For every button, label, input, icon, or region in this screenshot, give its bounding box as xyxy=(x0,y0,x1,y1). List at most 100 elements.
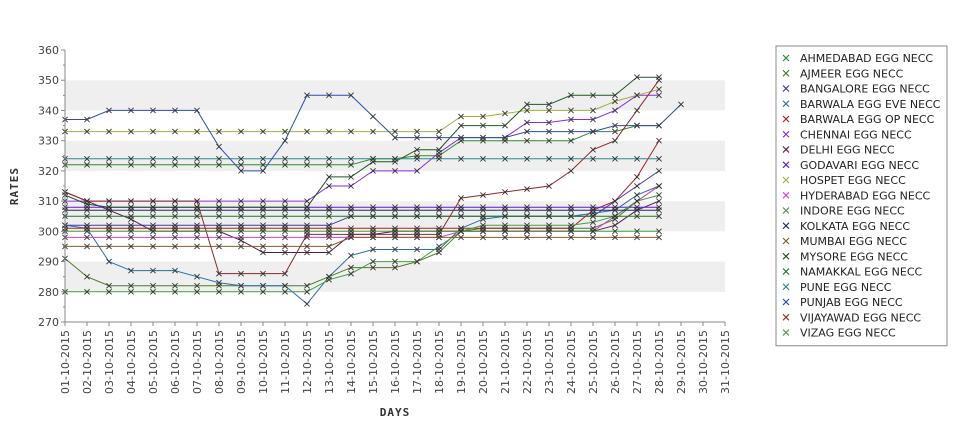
data-point-barwala-egg-eve-necc xyxy=(194,273,200,280)
legend-label: INDORE EGG NECC xyxy=(800,205,905,218)
data-point-mumbai-egg-necc xyxy=(656,234,662,241)
data-point-chennai-egg-necc xyxy=(392,167,398,174)
data-point-pune-egg-necc xyxy=(436,155,442,162)
data-point-hospet-egg-necc xyxy=(634,92,640,99)
data-point-kolkata-egg-necc xyxy=(392,207,398,214)
data-point-namakkal-egg-necc xyxy=(238,213,244,220)
data-point-ajmeer-egg-necc xyxy=(194,282,200,289)
data-point-ajmeer-egg-necc xyxy=(84,273,90,280)
data-point-punjab-egg-necc xyxy=(590,128,596,135)
legend-marker xyxy=(782,85,790,92)
data-point-mysore-egg-necc xyxy=(414,146,420,153)
data-point-pune-egg-necc xyxy=(304,155,310,162)
y-tick-label: 350 xyxy=(38,74,59,87)
x-tick-label: 10-10-2015 xyxy=(257,330,270,394)
x-tick-label: 16-10-2015 xyxy=(389,330,402,394)
x-tick-label: 11-10-2015 xyxy=(279,330,292,394)
data-point-indore-egg-necc xyxy=(502,222,508,229)
legend-label: CHENNAI EGG NECC xyxy=(800,128,912,141)
data-point-mumbai-egg-necc xyxy=(282,243,288,250)
data-point-indore-egg-necc xyxy=(326,276,332,283)
data-point-mumbai-egg-necc xyxy=(326,243,332,250)
legend-marker xyxy=(782,161,790,169)
x-tick-label: 04-10-2015 xyxy=(125,330,138,394)
data-point-indore-egg-necc xyxy=(524,222,530,229)
data-point-barwala-egg-op-necc xyxy=(612,198,618,205)
legend-label: NAMAKKAL EGG NECC xyxy=(800,266,923,279)
data-point-mysore-egg-necc xyxy=(282,204,288,211)
x-tick-label: 13-10-2015 xyxy=(323,330,336,394)
series-line-mysore-egg-necc xyxy=(64,76,659,208)
data-point-mumbai-egg-necc xyxy=(590,234,596,241)
x-tick-label: 21-10-2015 xyxy=(499,330,512,394)
x-tick-label: 02-10-2015 xyxy=(81,330,94,394)
data-point-chennai-egg-necc xyxy=(524,119,530,126)
x-tick-label: 26-10-2015 xyxy=(609,330,622,394)
series-line-vijayawad-egg-necc xyxy=(64,79,660,275)
legend-marker xyxy=(782,146,790,153)
data-point-hospet-egg-necc xyxy=(238,128,244,135)
y-tick-label: 300 xyxy=(38,225,59,238)
data-point-hospet-egg-necc xyxy=(282,128,288,135)
data-point-ahmedabad-egg-necc xyxy=(260,161,266,168)
legend-label: GODAVARI EGG NECC xyxy=(800,159,919,172)
data-point-chennai-egg-necc xyxy=(238,198,244,205)
data-point-ajmeer-egg-necc xyxy=(348,264,354,271)
data-point-chennai-egg-necc xyxy=(260,198,266,205)
data-point-chennai-egg-necc xyxy=(282,198,288,205)
data-point-mysore-egg-necc xyxy=(590,92,596,99)
data-point-indore-egg-necc xyxy=(590,219,596,226)
data-point-namakkal-egg-necc xyxy=(436,213,442,220)
data-point-vizag-egg-necc xyxy=(480,228,486,235)
legend-label: MUMBAI EGG NECC xyxy=(800,235,907,248)
data-point-pune-egg-necc xyxy=(150,155,156,162)
x-tick-label: 18-10-2015 xyxy=(433,330,446,394)
data-point-namakkal-egg-necc xyxy=(304,213,310,220)
data-point-vizag-egg-necc xyxy=(612,228,618,235)
data-point-mumbai-egg-necc xyxy=(216,243,222,250)
data-point-hospet-egg-necc xyxy=(480,113,486,120)
data-point-vizag-egg-necc xyxy=(238,228,244,235)
data-point-kolkata-egg-necc xyxy=(656,207,662,214)
data-point-barwala-egg-eve-necc xyxy=(106,258,112,265)
data-point-ahmedabad-egg-necc xyxy=(216,161,222,168)
data-point-vizag-egg-necc xyxy=(260,228,266,235)
data-point-vizag-egg-necc xyxy=(326,228,332,235)
data-point-chennai-egg-necc xyxy=(304,198,310,205)
x-tick-label: 19-10-2015 xyxy=(455,330,468,394)
legend-label: PUNJAB EGG NECC xyxy=(800,296,903,309)
y-tick-label: 270 xyxy=(38,316,59,329)
data-point-delhi-egg-necc xyxy=(656,198,662,205)
y-tick-label: 340 xyxy=(38,104,59,117)
data-point-indore-egg-necc xyxy=(568,222,574,229)
data-point-delhi-egg-necc xyxy=(612,222,618,229)
data-point-mumbai-egg-necc xyxy=(106,243,112,250)
data-point-kolkata-egg-necc xyxy=(612,207,618,214)
data-point-mumbai-egg-necc xyxy=(458,234,464,241)
data-point-vizag-egg-necc xyxy=(304,228,310,235)
data-point-barwala-egg-eve-necc xyxy=(216,279,222,286)
grid-band xyxy=(65,140,725,171)
x-tick-label: 14-10-2015 xyxy=(345,330,358,394)
series-line-indore-egg-necc xyxy=(65,194,660,293)
data-point-kolkata-egg-necc xyxy=(480,207,486,214)
data-point-mysore-egg-necc xyxy=(546,101,552,108)
data-point-mysore-egg-necc xyxy=(326,174,332,180)
legend-label: VIJAYAWAD EGG NECC xyxy=(800,311,921,324)
x-tick-label: 08-10-2015 xyxy=(213,330,226,394)
data-point-pune-egg-necc xyxy=(260,155,266,162)
data-point-punjab-egg-necc xyxy=(458,134,464,141)
data-point-mumbai-egg-necc xyxy=(194,243,200,250)
x-tick-label: 09-10-2015 xyxy=(235,330,248,394)
data-point-namakkal-egg-necc xyxy=(392,213,398,220)
grid-bands xyxy=(65,50,725,322)
data-point-hospet-egg-necc xyxy=(590,107,596,114)
data-point-barwala-egg-eve-necc xyxy=(260,282,266,289)
legend-label: HYDERABAD EGG NECC xyxy=(800,189,931,202)
data-point-pune-egg-necc xyxy=(84,155,90,162)
data-point-vizag-egg-necc xyxy=(568,228,574,235)
data-point-hyderabad-egg-necc xyxy=(238,234,244,241)
data-point-pune-egg-necc xyxy=(634,155,640,162)
data-point-vizag-egg-necc xyxy=(656,228,662,235)
data-point-hospet-egg-necc xyxy=(436,128,442,135)
